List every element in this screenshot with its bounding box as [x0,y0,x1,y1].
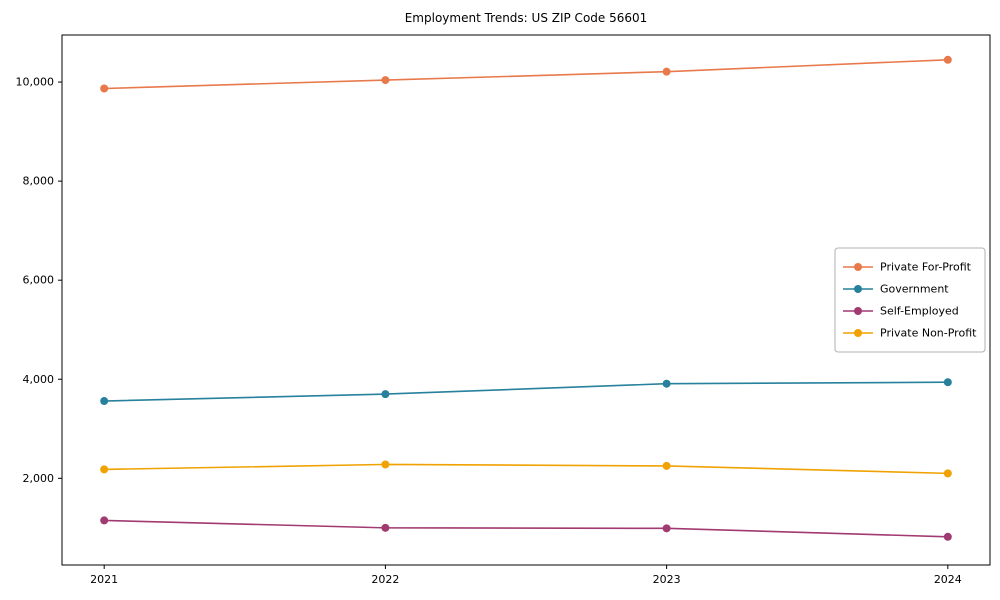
series-line-government [104,381,948,402]
legend-entry-private-non-profit: Private Non-Profit [843,327,977,340]
plot-border [61,34,991,566]
series-marker-self-employed [381,523,390,532]
series-marker-self-employed [100,516,109,525]
series-marker-private-non-profit [943,469,952,478]
series-marker-private-non-profit [662,461,671,470]
x-axis-tick-label: 2022 [371,573,399,586]
y-axis-tick-label: 10,000 [16,76,55,89]
legend-label: Self-Employed [880,305,959,318]
series-line-private-non-profit [104,463,948,475]
series-marker-government [381,390,390,399]
y-axis-tick-label: 2,000 [23,472,55,485]
series-marker-self-employed [662,524,671,533]
y-axis-tick-label: 4,000 [23,373,55,386]
series-marker-private-for-profit [662,67,671,76]
legend: Private For-Profit Government Self-Employe… [834,247,986,353]
legend-marker-sample [854,285,862,293]
chart-title: Employment Trends: US ZIP Code 56601 [404,11,648,25]
series-marker-self-employed [943,532,952,541]
legend-label: Government [880,283,949,296]
y-axis-tick-label: 8,000 [23,175,55,188]
series-marker-private-non-profit [100,465,109,474]
series-line-private-for-profit [104,58,948,90]
series-marker-government [662,379,671,388]
legend-marker-sample [854,307,862,315]
series-marker-private-non-profit [381,460,390,469]
legend-marker-sample [854,329,862,337]
y-axis-tick-label: 6,000 [23,274,55,287]
series-line-self-employed [104,519,948,538]
series-marker-government [100,397,109,406]
legend-entry-self-employed: Self-Employed [843,305,959,318]
legend-box [834,247,986,353]
series-marker-government [943,378,952,387]
x-axis-tick-label: 2021 [90,573,118,586]
x-axis-tick-label: 2024 [934,573,962,586]
legend-label: Private For-Profit [880,261,972,274]
legend-entry-government: Government [843,283,949,296]
legend-entry-private-for-profit: Private For-Profit [843,261,972,274]
series-marker-private-for-profit [943,55,952,64]
legend-marker-sample [854,263,862,271]
series-marker-private-for-profit [100,84,109,93]
legend-label: Private Non-Profit [880,327,977,340]
series-marker-private-for-profit [381,76,390,85]
x-axis-tick-label: 2023 [653,573,681,586]
